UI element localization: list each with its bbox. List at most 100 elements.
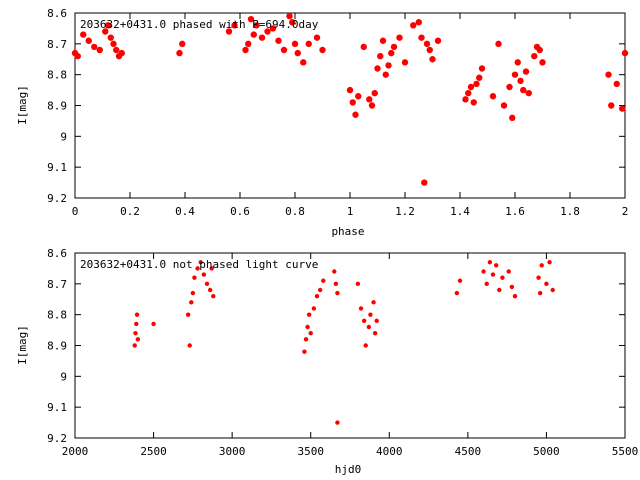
data-point [198,260,203,265]
data-points [71,12,629,186]
data-point [280,46,288,54]
data-point [113,46,120,54]
y-tick-label: 8.9 [47,100,67,113]
data-point [487,260,493,265]
data-point [179,40,186,48]
data-point [319,46,326,54]
data-point [245,40,252,48]
data-point [506,269,511,274]
data-point [423,40,431,48]
data-point [385,62,392,69]
data-point [361,318,367,324]
x-tick-label: 1.8 [560,205,580,218]
data-point [207,287,213,293]
data-point [96,46,103,54]
data-point [608,102,615,109]
data-point [313,34,321,41]
data-point [514,59,521,66]
data-point [410,22,417,29]
light-curve-plot: 2000 2500 3000 3500 4000 4500 5000 5500 8.68.78… [16,247,638,476]
data-point [135,337,141,342]
data-point [132,343,137,348]
data-point [476,74,483,81]
data-point [300,59,307,66]
y-tick-label: 8.7 [47,38,67,51]
data-point [418,34,425,41]
phased-plot: 0 0.2 0.4 0.6 0.8 1 1.2 1.4 1.6 1.8 2 8.6 8.7 8.8 8.9… [16,7,628,238]
data-point [511,71,519,78]
data-point [539,59,546,66]
y-tick-label: 8.7 [47,278,67,291]
data-point [275,37,282,44]
x-tick-label: 0.2 [120,205,140,218]
data-point [209,266,214,271]
y-tick-labels: 8.6 8.7 8.8 8.9 9 9.1 9.2 [47,7,67,205]
data-point [363,343,368,348]
data-point [495,40,502,48]
data-point [366,96,373,103]
data-point [539,263,544,268]
x-tick-label: 4000 [376,445,403,458]
data-point [335,420,340,425]
data-point [374,318,379,324]
data-point [536,46,543,54]
data-point [314,293,320,299]
tick-marks [74,12,626,199]
data-point [506,83,513,91]
y-tick-label: 9.2 [47,192,67,205]
data-point [253,22,260,29]
data-point [201,272,207,277]
data-point [311,306,317,311]
data-point [107,34,114,41]
y-tick-label: 8.9 [47,340,67,353]
x-tick-labels: 0 0.2 0.4 0.6 0.8 1 1.2 1.4 1.6 1.8 2 [72,205,629,218]
data-point [269,25,277,32]
data-point [371,89,378,97]
data-point [619,105,626,112]
data-point [465,89,472,97]
data-point [192,275,197,280]
data-point [621,49,629,57]
data-point [91,43,98,51]
data-point [305,324,310,330]
data-point [536,275,541,280]
data-point [151,321,156,327]
data-point [489,93,497,100]
plot-title: 203632+0431.0 not phased light curve [80,258,318,271]
x-tick-label: 5500 [612,445,639,458]
y-tick-label: 8.8 [47,309,67,322]
data-point [247,15,255,23]
data-point [457,278,463,283]
data-point [204,281,210,287]
data-point [478,65,486,72]
data-point [189,300,194,305]
data-point [289,19,296,26]
data-point [368,102,376,109]
data-point [211,293,216,299]
y-tick-label: 8.8 [47,69,67,82]
data-point [355,281,361,287]
data-point [388,49,395,57]
y-tick-labels: 8.6 8.7 8.8 8.9 9 9.1 9.2 [47,247,67,445]
data-point [118,49,125,57]
data-point [308,330,313,336]
x-tick-label: 2 [622,205,629,218]
data-point [500,102,508,109]
data-point [190,290,196,296]
data-point [134,321,139,327]
x-tick-label: 4500 [455,445,482,458]
data-point [185,312,191,317]
data-point [110,40,117,48]
x-tick-label: 1.4 [450,205,470,218]
data-point [366,324,372,330]
x-tick-label: 3000 [219,445,246,458]
data-point [537,290,543,296]
data-point [133,330,138,336]
data-point [605,71,612,78]
plot-frame [74,12,626,199]
data-point [484,281,489,287]
data-point [547,260,552,265]
x-tick-label: 0 [72,205,79,218]
x-tick-label: 5000 [533,445,560,458]
data-point [522,68,530,75]
